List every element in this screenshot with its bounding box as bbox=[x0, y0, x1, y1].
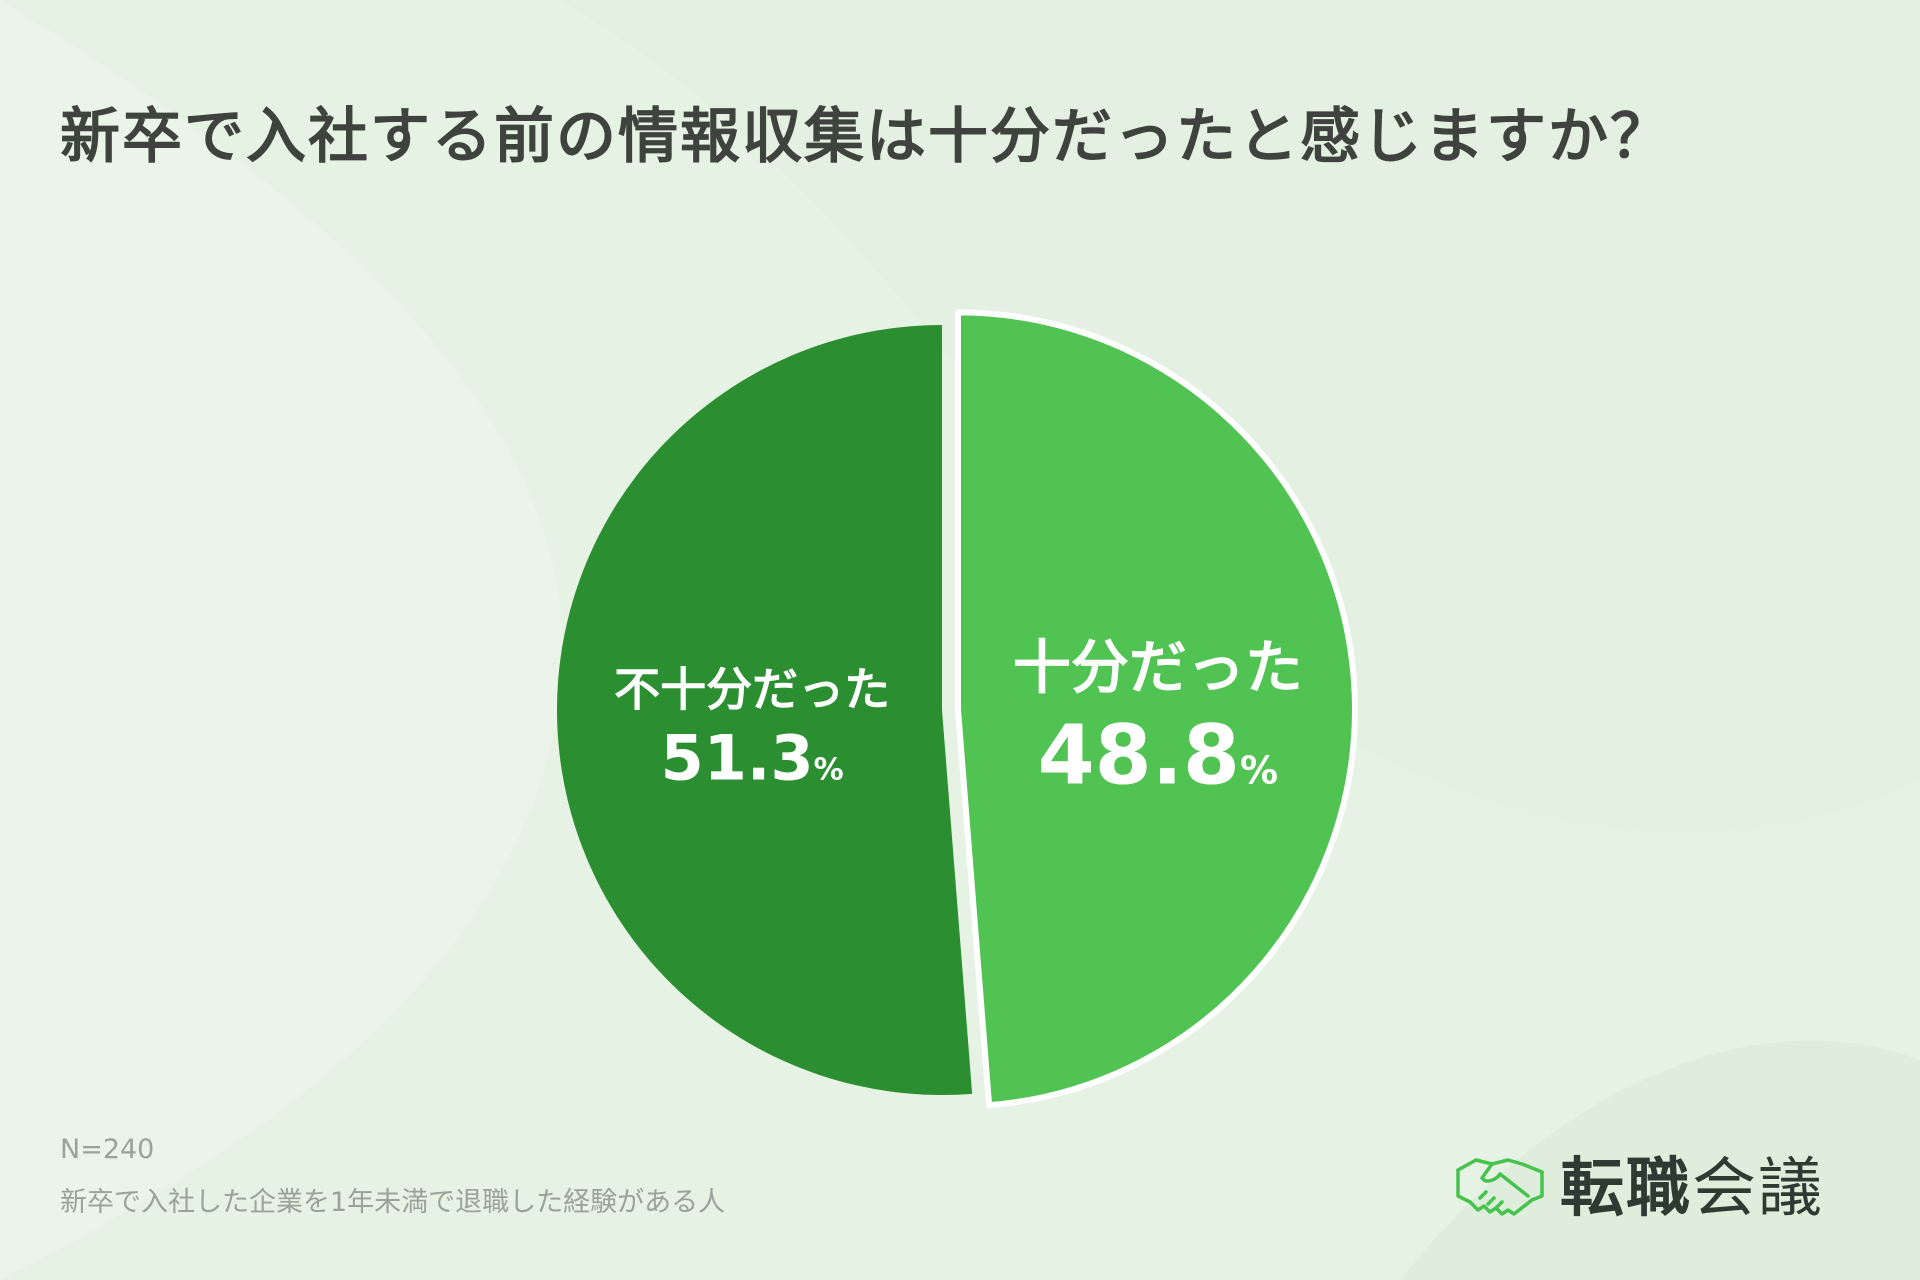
slice-value-sufficient: 48.8% bbox=[1038, 709, 1278, 804]
slice-unit-insufficient: % bbox=[814, 752, 844, 787]
brand-name-light: 会議 bbox=[1692, 1152, 1824, 1226]
pie-slice-insufficient bbox=[556, 325, 973, 1095]
pie-slice-sufficient bbox=[954, 309, 1358, 1109]
brand-name-bold: 転職 bbox=[1560, 1152, 1692, 1226]
brand-name: 転職会議 bbox=[1560, 1137, 1824, 1229]
slice-value-insufficient: 51.3% bbox=[661, 721, 844, 794]
chart-title: 新卒で入社する前の情報収集は十分だったと感じますか？ bbox=[60, 102, 1672, 172]
sample-size-note: N=240 bbox=[60, 1134, 155, 1165]
respondent-note: 新卒で入社した企業を1年未満で退職した経験がある人 bbox=[60, 1187, 726, 1218]
slice-label-insufficient: 不十分だった bbox=[614, 662, 890, 716]
brand-logo: 転職会議 bbox=[1452, 1138, 1862, 1228]
slice-unit-sufficient: % bbox=[1240, 749, 1278, 793]
slice-label-sufficient: 十分だった bbox=[1013, 634, 1303, 702]
handshake-icon bbox=[1456, 1158, 1544, 1216]
